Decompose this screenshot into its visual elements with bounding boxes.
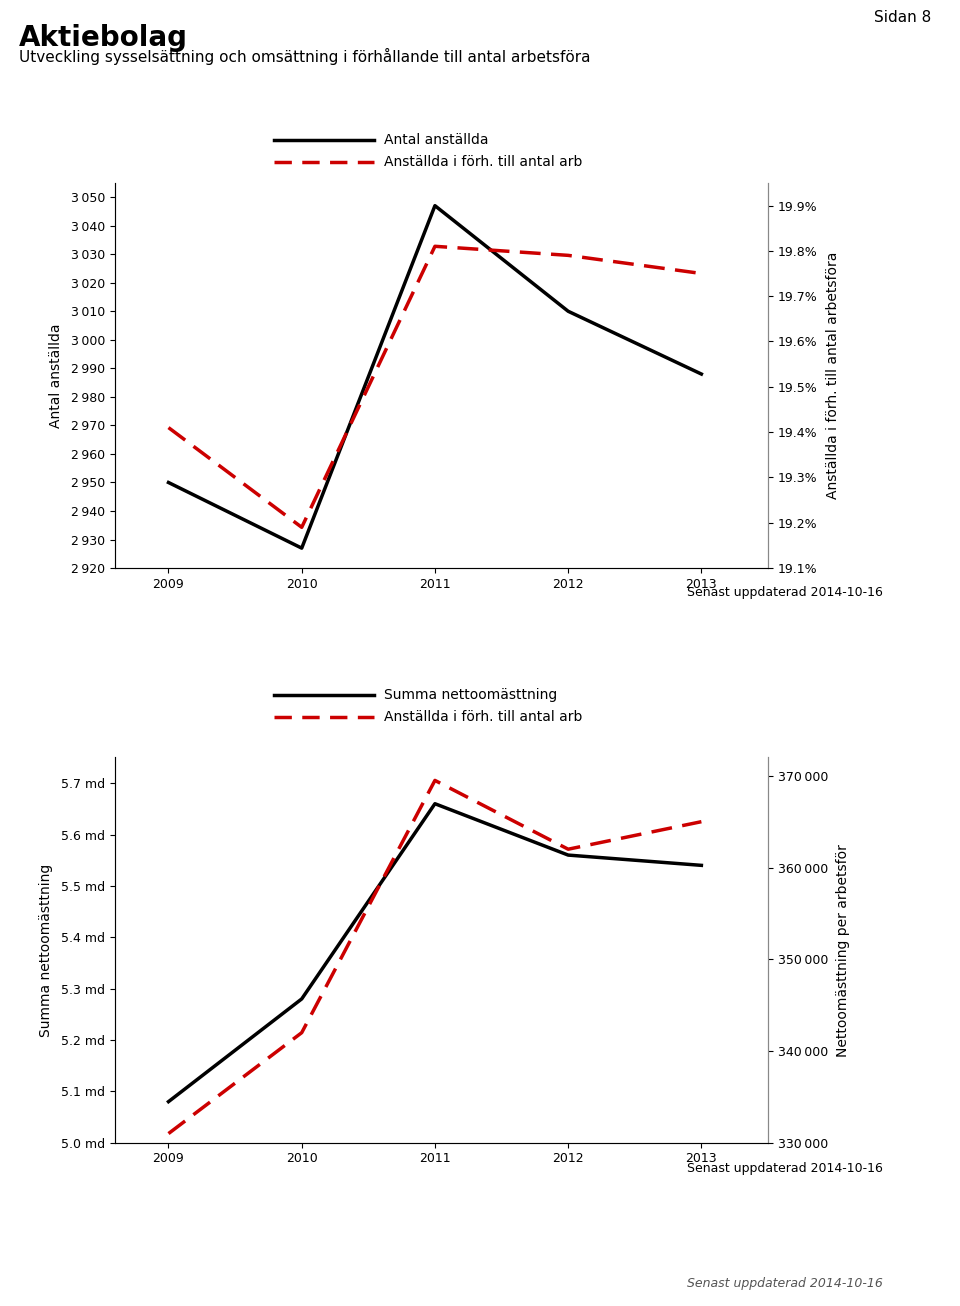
Y-axis label: Summa nettoomästtning: Summa nettoomästtning (39, 863, 53, 1037)
Y-axis label: Antal anställda: Antal anställda (49, 323, 62, 428)
Text: Utveckling sysselsättning och omsättning i förhållande till antal arbetsföra: Utveckling sysselsättning och omsättning… (19, 48, 590, 65)
Y-axis label: Anställda i förh. till antal arbetsföra: Anställda i förh. till antal arbetsföra (826, 252, 840, 499)
Text: Senast uppdaterad 2014-10-16: Senast uppdaterad 2014-10-16 (687, 1162, 883, 1175)
Text: Aktiebolag: Aktiebolag (19, 24, 188, 51)
Text: Senast uppdaterad 2014-10-16: Senast uppdaterad 2014-10-16 (687, 1277, 883, 1290)
Text: Anställda i förh. till antal arb: Anställda i förh. till antal arb (384, 710, 583, 724)
Text: Antal anställda: Antal anställda (384, 133, 489, 146)
Text: Anställda i förh. till antal arb: Anställda i förh. till antal arb (384, 155, 583, 168)
Text: Sidan 8: Sidan 8 (874, 10, 931, 25)
Text: Summa nettoomästtning: Summa nettoomästtning (384, 688, 557, 701)
Y-axis label: Nettoomästtning per arbetsför: Nettoomästtning per arbetsför (836, 844, 851, 1057)
Text: Senast uppdaterad 2014-10-16: Senast uppdaterad 2014-10-16 (687, 586, 883, 599)
